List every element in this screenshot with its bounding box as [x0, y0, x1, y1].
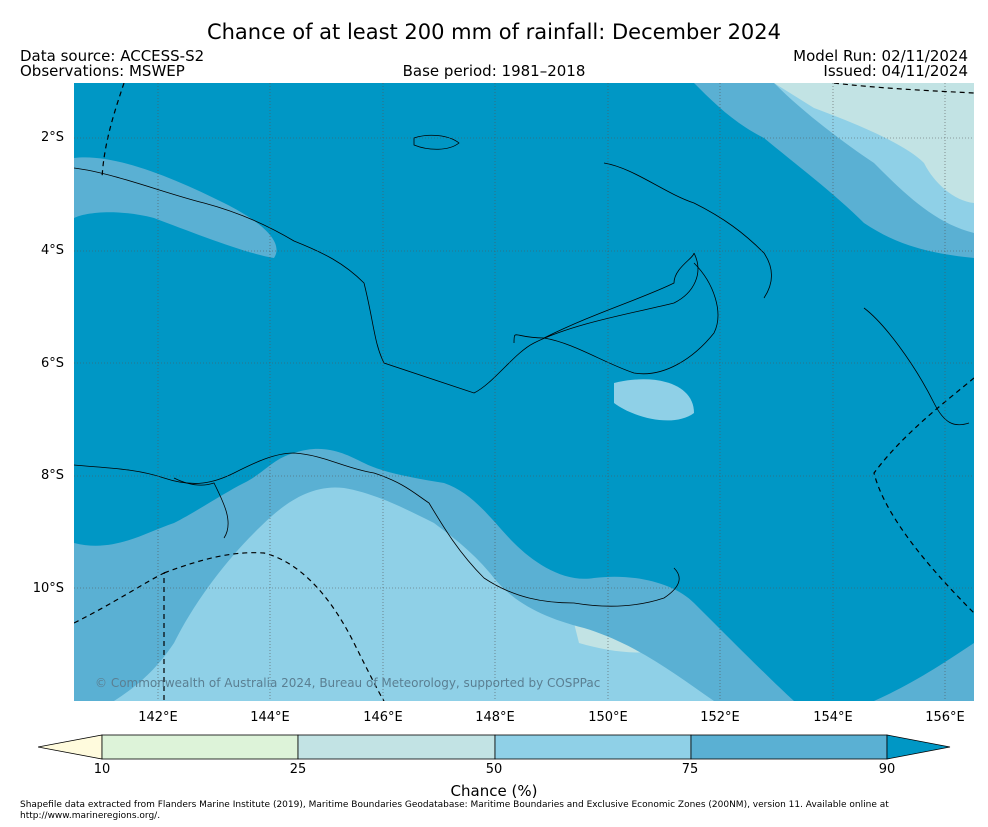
colorbar-segment-above-90 [886, 734, 951, 760]
lon-label-154e: 154°E [813, 710, 853, 725]
band-above-90 [74, 83, 974, 701]
colorbar [38, 734, 951, 760]
footer-url: http://www.marineregions.org/. [20, 811, 161, 821]
band-50-75-patch [614, 379, 694, 421]
base-period-text: Base period: 1981–2018 [402, 62, 586, 80]
colorbar-segment-75-90 [690, 734, 888, 760]
lon-label-146e: 146°E [363, 710, 403, 725]
copyright-notice: © Commonwealth of Australia 2024, Bureau… [95, 676, 601, 690]
graticule [74, 83, 974, 701]
coastline-outlines [74, 134, 970, 607]
colorbar-tick-10: 10 [93, 762, 111, 777]
observations-text: Observations: MSWEP [20, 62, 185, 80]
maritime-boundaries [74, 83, 974, 701]
lat-label-6s: 6°S [40, 356, 64, 371]
model-run-text: Model Run: 02/11/2024 [793, 47, 968, 65]
colorbar-segment-50-75 [494, 734, 692, 760]
lat-label-8s: 8°S [40, 468, 64, 483]
lon-label-144e: 144°E [250, 710, 290, 725]
issued-date-text: Issued: 04/11/2024 [823, 62, 968, 80]
colorbar-segment-below-10 [38, 734, 103, 760]
lat-label-2s: 2°S [40, 130, 64, 145]
data-source-text: Data source: ACCESS-S2 [20, 47, 205, 65]
lon-label-142e: 142°E [138, 710, 178, 725]
colorbar-tick-50: 50 [485, 762, 503, 777]
colorbar-segment-10-25 [101, 734, 299, 760]
colorbar-title: Chance (%) [450, 782, 538, 800]
rainfall-probability-map [74, 83, 974, 701]
colorbar-tick-75: 75 [681, 762, 699, 777]
footer-attribution: Shapefile data extracted from Flanders M… [20, 800, 889, 810]
band-25-50-northeast [774, 83, 974, 203]
band-75-90-patch [74, 157, 277, 258]
lon-label-148e: 148°E [475, 710, 515, 725]
lat-label-10s: 10°S [32, 581, 64, 596]
colorbar-tick-25: 25 [289, 762, 307, 777]
map-title: Chance of at least 200 mm of rainfall: D… [206, 20, 782, 44]
lon-label-156e: 156°E [925, 710, 965, 725]
colorbar-tick-90: 90 [878, 762, 896, 777]
lat-label-4s: 4°S [40, 243, 64, 258]
lon-label-152e: 152°E [700, 710, 740, 725]
lon-label-150e: 150°E [588, 710, 628, 725]
colorbar-segment-25-50 [297, 734, 496, 760]
